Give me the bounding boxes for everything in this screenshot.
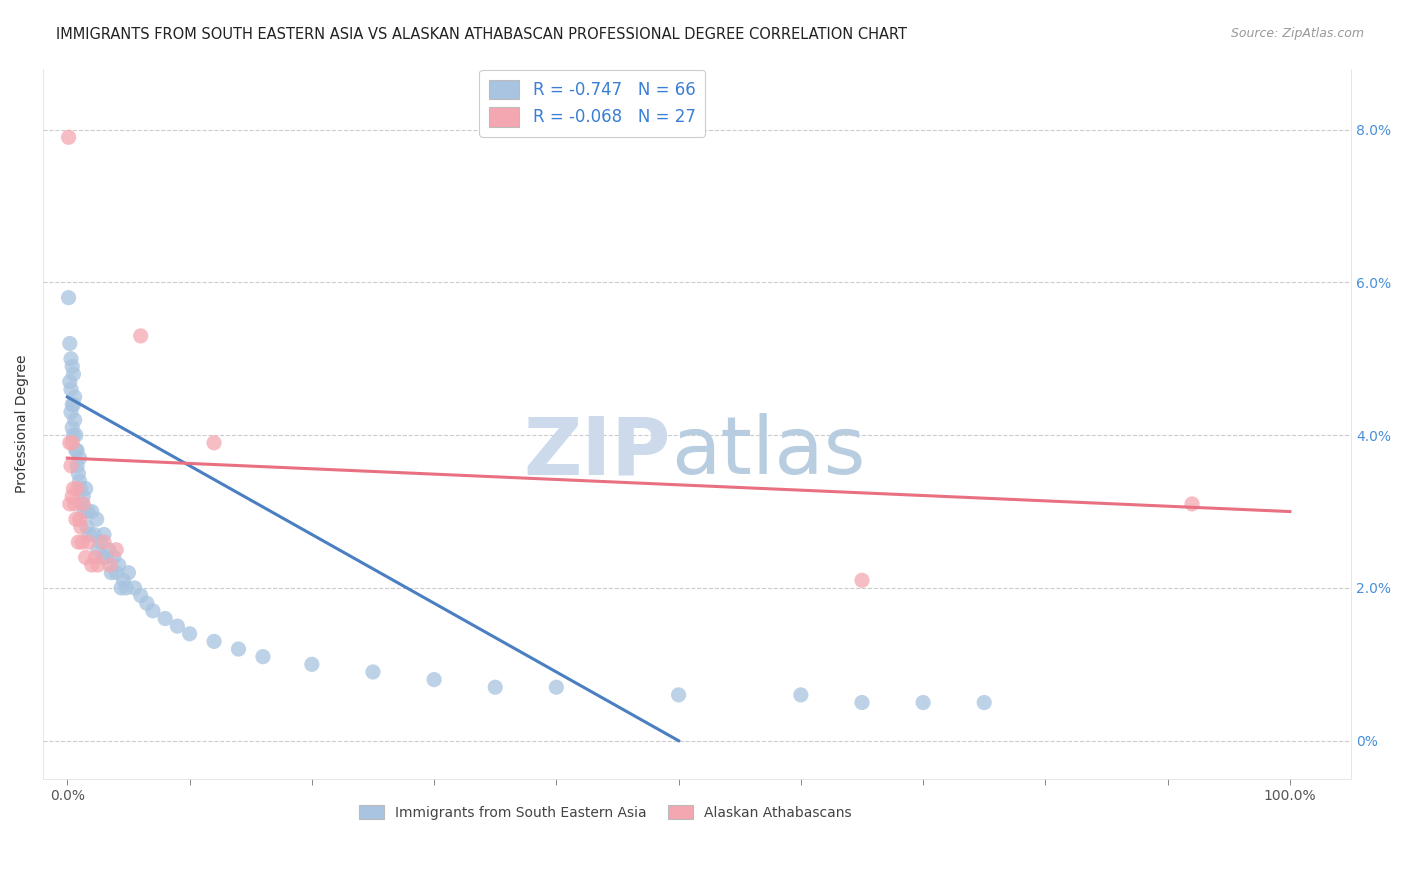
Point — [65, 512, 87, 526]
Point — [87, 542, 110, 557]
Point — [66, 482, 89, 496]
Point — [83, 527, 105, 541]
Point — [70, 497, 93, 511]
Point — [86, 512, 108, 526]
Point — [546, 680, 568, 694]
Point — [117, 566, 139, 580]
Point — [202, 435, 225, 450]
Point — [96, 550, 118, 565]
Point — [135, 596, 157, 610]
Point — [851, 574, 873, 588]
Point — [77, 504, 100, 518]
Text: IMMIGRANTS FROM SOUTH EASTERN ASIA VS ALASKAN ATHABASCAN PROFESSIONAL DEGREE COR: IMMIGRANTS FROM SOUTH EASTERN ASIA VS AL… — [56, 27, 907, 42]
Point — [129, 589, 152, 603]
Point — [100, 566, 122, 580]
Y-axis label: Professional Degree: Professional Degree — [15, 354, 30, 493]
Point — [91, 550, 114, 565]
Point — [65, 443, 87, 458]
Point — [69, 474, 91, 488]
Point — [65, 428, 87, 442]
Text: ZIP: ZIP — [523, 413, 671, 491]
Point — [103, 550, 125, 565]
Point — [851, 696, 873, 710]
Point — [75, 482, 97, 496]
Point — [66, 458, 89, 473]
Point — [89, 535, 111, 549]
Point — [73, 504, 96, 518]
Point — [63, 497, 86, 511]
Point — [72, 497, 94, 511]
Point — [252, 649, 274, 664]
Point — [790, 688, 813, 702]
Point — [58, 130, 80, 145]
Point — [105, 566, 128, 580]
Point — [361, 665, 384, 679]
Point — [93, 535, 115, 549]
Point — [63, 390, 86, 404]
Point — [228, 642, 250, 657]
Point — [80, 504, 103, 518]
Point — [87, 558, 110, 572]
Point — [166, 619, 188, 633]
Point — [60, 351, 83, 366]
Point — [60, 458, 83, 473]
Point — [67, 467, 90, 481]
Point — [110, 581, 132, 595]
Point — [75, 550, 97, 565]
Point — [84, 550, 107, 565]
Point — [105, 542, 128, 557]
Point — [423, 673, 446, 687]
Point — [1181, 497, 1204, 511]
Point — [72, 489, 94, 503]
Point — [59, 435, 82, 450]
Point — [60, 489, 83, 503]
Point — [973, 696, 995, 710]
Point — [59, 375, 82, 389]
Text: atlas: atlas — [671, 413, 865, 491]
Point — [60, 420, 83, 434]
Point — [62, 482, 84, 496]
Point — [912, 696, 935, 710]
Point — [69, 512, 91, 526]
Point — [124, 581, 146, 595]
Point — [153, 611, 176, 625]
Point — [63, 413, 86, 427]
Point — [98, 558, 121, 572]
Point — [60, 398, 83, 412]
Point — [80, 558, 103, 572]
Point — [60, 435, 83, 450]
Point — [69, 451, 91, 466]
Point — [60, 382, 83, 396]
Point — [62, 398, 84, 412]
Legend: Immigrants from South Eastern Asia, Alaskan Athabascans: Immigrants from South Eastern Asia, Alas… — [354, 799, 858, 825]
Text: Source: ZipAtlas.com: Source: ZipAtlas.com — [1230, 27, 1364, 40]
Point — [107, 558, 129, 572]
Point — [76, 520, 98, 534]
Point — [79, 527, 101, 541]
Point — [179, 627, 201, 641]
Point — [484, 680, 506, 694]
Point — [66, 443, 89, 458]
Point — [60, 405, 83, 419]
Point — [112, 574, 135, 588]
Point — [668, 688, 690, 702]
Point — [70, 535, 93, 549]
Point — [58, 291, 80, 305]
Point — [67, 535, 90, 549]
Point — [129, 329, 152, 343]
Point — [115, 581, 138, 595]
Point — [59, 336, 82, 351]
Point — [69, 482, 91, 496]
Point — [202, 634, 225, 648]
Point — [142, 604, 165, 618]
Point — [93, 527, 115, 541]
Point — [60, 359, 83, 374]
Point — [62, 428, 84, 442]
Point — [77, 535, 100, 549]
Point — [97, 542, 120, 557]
Point — [62, 367, 84, 381]
Point — [59, 497, 82, 511]
Point — [69, 520, 91, 534]
Point — [301, 657, 323, 672]
